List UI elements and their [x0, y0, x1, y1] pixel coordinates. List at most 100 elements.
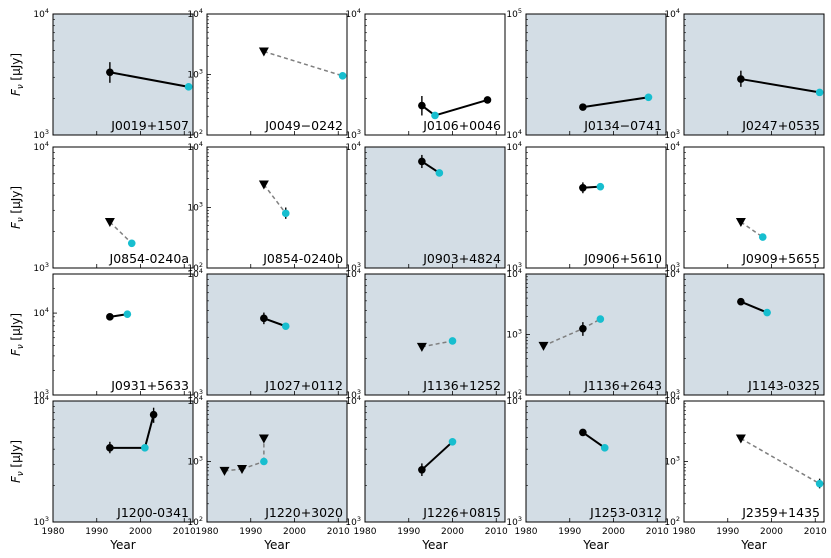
y-tick-exponent: 3 — [676, 388, 680, 396]
y-tick-exponent: 2 — [676, 515, 680, 523]
y-tick-exponent: 3 — [357, 261, 361, 269]
y-tick-label: 103 — [664, 128, 680, 141]
y-label-symbol: F — [9, 475, 23, 483]
series-line — [263, 317, 287, 328]
y-tick-label: 104 — [664, 394, 680, 407]
x-tick-label: 1980 — [42, 527, 65, 537]
series-line — [109, 71, 189, 88]
y-axis-label: Fν [μJy] — [9, 313, 26, 356]
y-tick-exponent: 2 — [199, 261, 203, 269]
flux-point — [579, 184, 587, 192]
y-tick-base: 10 — [664, 10, 676, 20]
y-tick-base: 10 — [506, 331, 518, 341]
panel-frame — [206, 13, 348, 136]
y-tick-exponent: 4 — [676, 267, 680, 275]
panel-background — [684, 401, 824, 522]
y-tick-exponent: 4 — [676, 7, 680, 15]
x-tick-label: 1980 — [515, 527, 538, 537]
source-name: J0854-0240b — [262, 251, 343, 266]
panel-background — [207, 274, 347, 395]
source-name: J0903+4824 — [422, 251, 501, 266]
y-tick-label: 104 — [345, 267, 361, 280]
y-tick-base: 10 — [33, 143, 45, 153]
x-tick-label: 2010 — [173, 527, 196, 537]
panel-frame — [525, 273, 667, 396]
y-tick-base: 10 — [506, 391, 518, 401]
y-tick-label: 102 — [187, 515, 203, 528]
y-tick-exponent: 3 — [45, 128, 49, 136]
y-tick-base: 10 — [664, 458, 676, 468]
panel-background — [526, 14, 666, 135]
flux-point — [737, 75, 745, 83]
y-tick-label: 103 — [187, 68, 203, 81]
panel-background — [684, 274, 824, 395]
source-name: J0247+0535 — [741, 118, 820, 133]
panel-frame — [364, 13, 506, 136]
y-tick-base: 10 — [33, 309, 45, 319]
series-line — [740, 78, 820, 94]
y-tick-label: 103 — [187, 201, 203, 214]
y-tick-base: 10 — [187, 264, 199, 274]
y-tick-base: 10 — [33, 10, 45, 20]
flux-point — [149, 410, 158, 419]
y-axis-label: Fν [μJy] — [9, 186, 26, 229]
y-tick-exponent: 4 — [357, 267, 361, 275]
upper-limit-marker — [258, 180, 269, 190]
panel-frame — [206, 146, 348, 269]
y-tick-exponent: 4 — [199, 394, 203, 402]
y-tick-exponent: 2 — [199, 128, 203, 136]
series-line — [740, 221, 764, 238]
x-tick-label: 1990 — [85, 527, 108, 537]
y-tick-exponent: 4 — [676, 140, 680, 148]
series-line — [543, 327, 584, 347]
panel-background — [207, 14, 347, 135]
y-axis-label: Fν [μJy] — [9, 53, 26, 96]
panel-background — [365, 147, 505, 268]
source-name: J1136+2643 — [583, 378, 662, 393]
x-tick-label: 1980 — [196, 527, 219, 537]
panel-background — [53, 147, 193, 268]
y-tick-exponent: 4 — [199, 140, 203, 148]
panel-frame — [525, 146, 667, 269]
y-tick-base: 10 — [345, 143, 357, 153]
y-tick-exponent: 3 — [45, 388, 49, 396]
x-axis-label: Year — [421, 538, 447, 552]
y-tick-label: 103 — [506, 515, 522, 528]
y-tick-base: 10 — [187, 458, 199, 468]
x-tick-label: 2000 — [602, 527, 625, 537]
source-name: J0931+5633 — [110, 378, 189, 393]
y-tick-base: 10 — [33, 518, 45, 528]
y-tick-base: 10 — [187, 204, 199, 214]
panel-frame — [364, 273, 506, 396]
y-tick-exponent: 3 — [676, 455, 680, 463]
y-tick-label: 102 — [506, 388, 522, 401]
y-tick-label: 102 — [187, 261, 203, 274]
y-tick-exponent: 2 — [199, 515, 203, 523]
panel-j0247-0535: 103 104 J0247+0535 — [664, 7, 825, 141]
y-label-symbol: F — [9, 88, 23, 96]
y-axis-label: Fν [μJy] — [9, 440, 26, 483]
x-axis-label: Year — [582, 538, 608, 552]
y-tick-label: 103 — [33, 388, 49, 401]
panel-background — [365, 401, 505, 522]
source-name: J0049−0242 — [264, 118, 343, 133]
recent-flux-point — [596, 182, 605, 191]
x-tick-label: 1990 — [716, 527, 739, 537]
y-label-units: [μJy] — [9, 186, 23, 217]
y-tick-label: 104 — [345, 394, 361, 407]
panel-background — [684, 14, 824, 135]
x-tick-label: 1990 — [397, 527, 420, 537]
upper-limit-marker — [258, 47, 269, 57]
y-tick-label: 103 — [33, 261, 49, 274]
y-tick-base: 10 — [345, 397, 357, 407]
y-label-units: [μJy] — [9, 440, 23, 471]
y-tick-base: 10 — [187, 71, 199, 81]
y-tick-base: 10 — [345, 270, 357, 280]
panel-frame — [683, 273, 825, 396]
y-tick-label: 103 — [187, 388, 203, 401]
